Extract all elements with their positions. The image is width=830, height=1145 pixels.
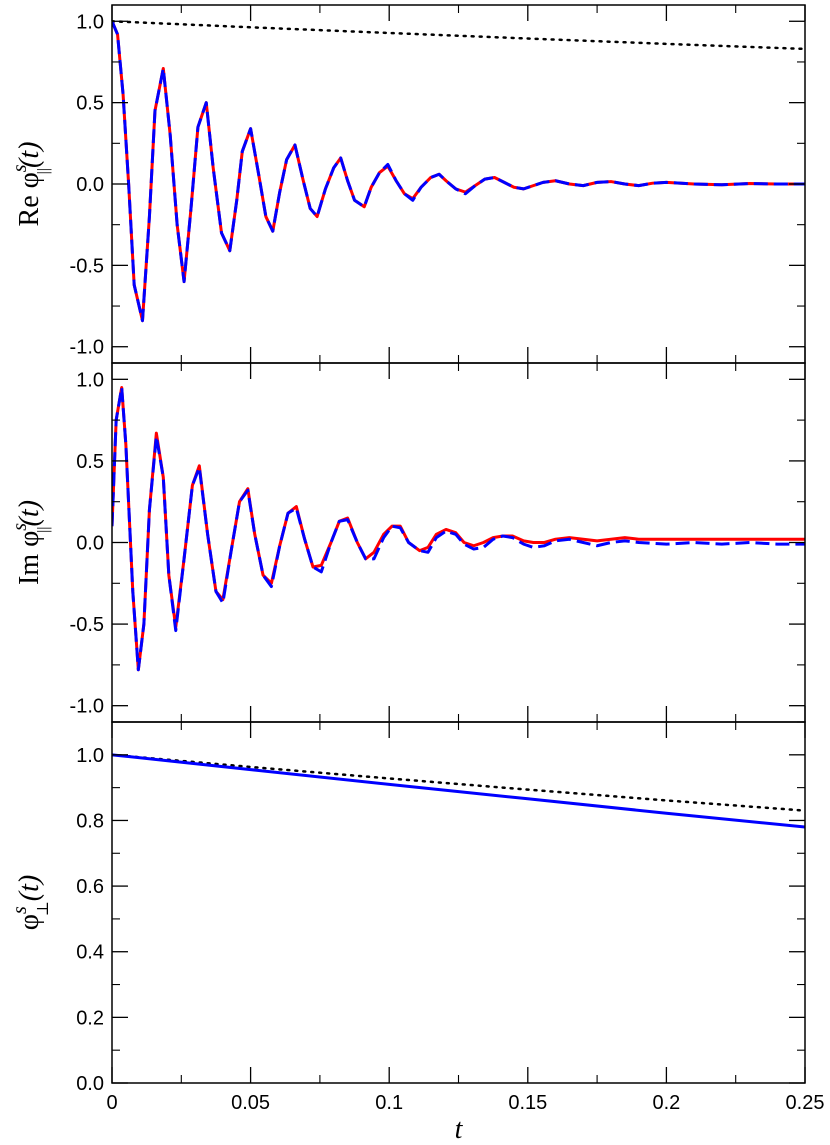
y-axis-label-sub: || (35, 526, 52, 532)
y-axis-label-prefix: Re (14, 188, 45, 226)
y-axis-label-sub: ⊥ (35, 901, 52, 916)
y-axis-label-arg: (t) (14, 500, 45, 526)
x-tick-label: 0.2 (652, 1092, 680, 1114)
y-axis-label-base: φ (14, 531, 45, 547)
y-axis-label-base: φ (14, 172, 45, 188)
series-bottom-solid-1 (112, 753, 805, 829)
panel-bottom: 0.0 0.2 0.4 0.6 0.8 1.0 0 0.05 0.1 0.15 0.2 0.25 t φs… (9, 721, 825, 1145)
x-tick-label: 0.1 (375, 1092, 403, 1114)
y-axis-label: Im φs ||(t) (9, 500, 52, 585)
y-tick-label: -0.5 (70, 614, 104, 636)
y-axis-label-arg: (t) (14, 142, 45, 168)
y-axis-label-prefix: Im (14, 547, 45, 585)
y-tick-label: -0.5 (70, 255, 104, 277)
y-tick-label: 0.5 (76, 93, 104, 115)
y-axis-label-arg: (t) (14, 875, 45, 901)
y-axis-label-base: φ (14, 914, 45, 930)
series-middle-dashed-1 (112, 385, 805, 672)
y-tick-label: -1.0 (70, 696, 104, 718)
y-axis-label-sup: s (9, 906, 31, 914)
x-tick-label: 0.25 (786, 1092, 825, 1114)
y-tick-label: 0.5 (76, 451, 104, 473)
y-tick-label: 1.0 (76, 745, 104, 767)
x-tick-label: 0.15 (508, 1092, 547, 1114)
y-axis-label: Re φs ||(t) (9, 142, 52, 227)
y-axis-label-sub: || (35, 168, 52, 174)
y-axis-label: φs ⊥(t) (9, 875, 52, 930)
y-tick-label: 0.4 (76, 942, 104, 964)
x-tick-label: 0.05 (231, 1092, 270, 1114)
y-tick-label: 1.0 (76, 11, 104, 33)
series-top-solid-1 (112, 20, 805, 323)
y-tick-label: 0.0 (76, 174, 104, 196)
x-tick-label: 0 (106, 1092, 117, 1114)
plot-frame (111, 721, 806, 1084)
y-axis-label-sup: s (9, 523, 31, 531)
y-tick-label: 0.2 (76, 1007, 104, 1029)
y-tick-label: 0.0 (76, 533, 104, 555)
y-axis-label-sup: s (9, 164, 31, 172)
y-tick-label: 0.6 (76, 876, 104, 898)
y-tick-label: 0.0 (76, 1073, 104, 1095)
series-top-dashed-2 (112, 20, 805, 323)
panel-middle: -1.0 -0.5 0.0 0.5 1.0 Im φs ||(t) (9, 362, 806, 723)
y-tick-label: 1.0 (76, 369, 104, 391)
series-top-dotted-0 (112, 20, 805, 51)
panel-top: -1.0 -0.5 0.0 0.5 1.0 Re φs ||(t) (9, 4, 806, 364)
series-bottom-dotted-0 (112, 753, 805, 812)
x-axis-label: t (455, 1114, 464, 1145)
series-middle-solid-0 (112, 385, 805, 672)
panels-group: -1.0-0.50.00.51.0Re φs ||(t)-1.0-0.50.00.… (9, 4, 825, 1145)
y-tick-label: -1.0 (70, 337, 104, 359)
y-tick-label: 0.8 (76, 810, 104, 832)
